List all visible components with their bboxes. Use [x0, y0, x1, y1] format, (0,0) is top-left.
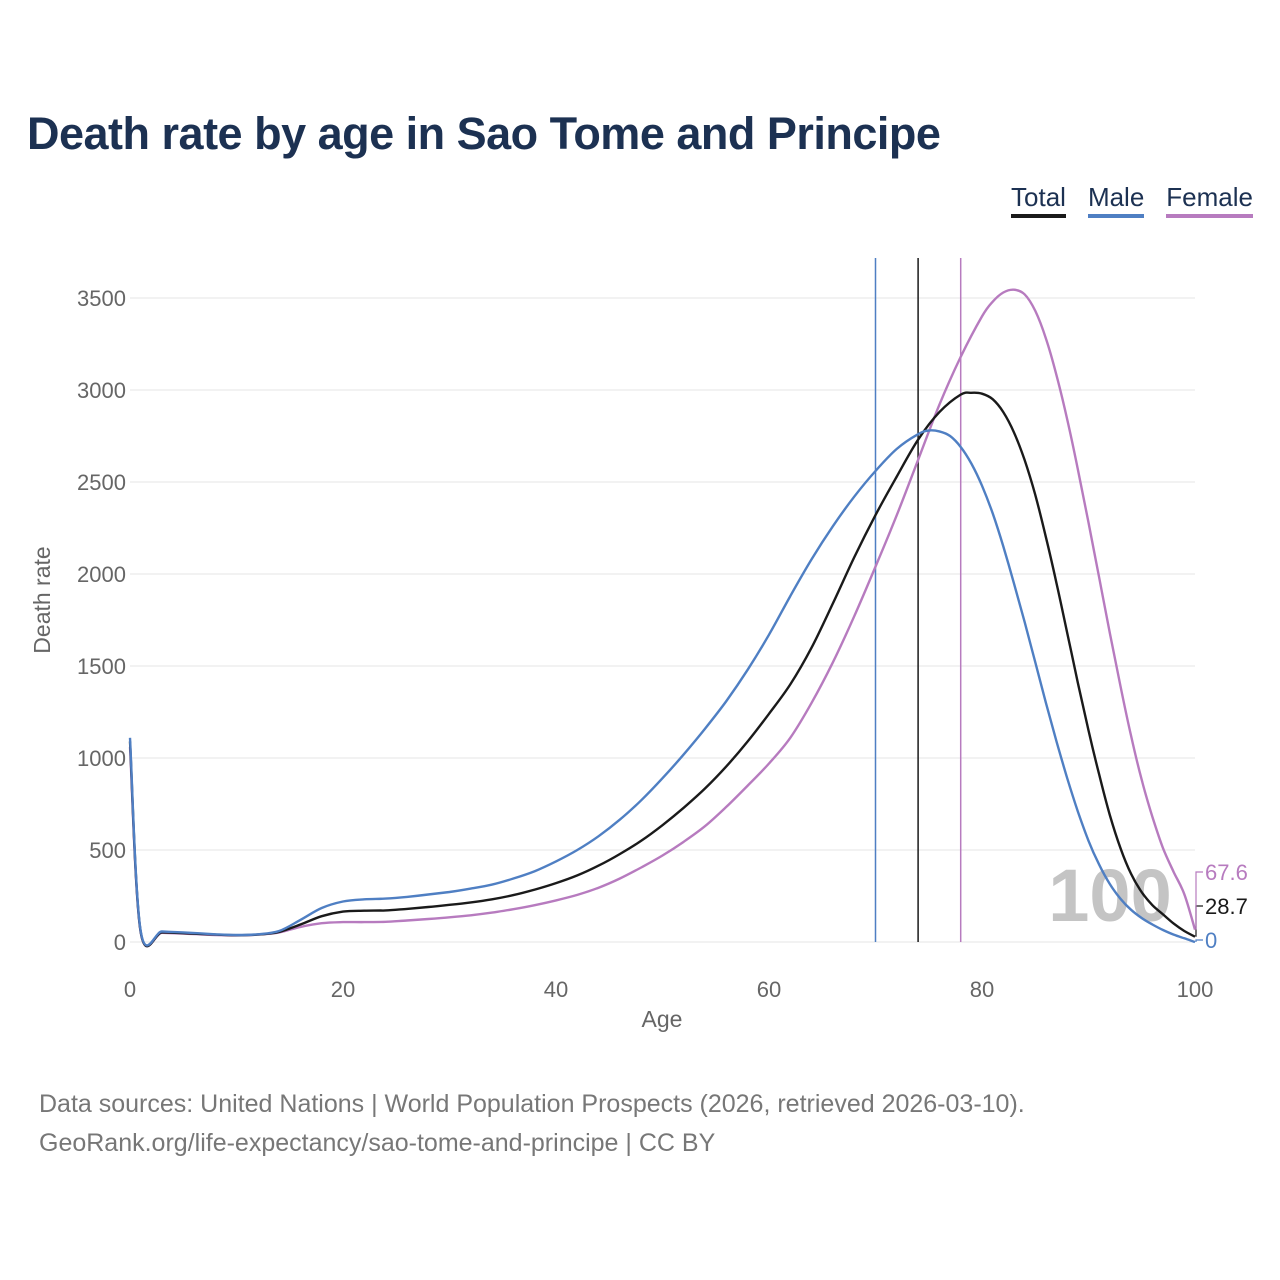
- end-labels: 28.7 0 67.6: [1195, 860, 1248, 953]
- y-tick-label: 2500: [77, 470, 126, 495]
- end-label-male: 0: [1205, 928, 1217, 953]
- legend-item-male[interactable]: Male: [1087, 182, 1145, 218]
- data-source-text: Data sources: United Nations | World Pop…: [39, 1090, 1025, 1118]
- y-axis-ticks: 0 500 1000 1500 2000 2500 3000 3500: [77, 286, 126, 955]
- y-tick-label: 1000: [77, 746, 126, 771]
- end-label-leader-total: [1195, 905, 1203, 937]
- x-axis-title: Age: [642, 1006, 683, 1032]
- y-tick-label: 1500: [77, 654, 126, 679]
- reference-lines: [874, 258, 962, 942]
- end-label-leader-male: [1195, 939, 1203, 942]
- y-tick-label: 500: [89, 838, 126, 863]
- y-tick-label: 0: [114, 930, 126, 955]
- source-link[interactable]: GeoRank.org/life-expectancy/sao-tome-and…: [39, 1129, 716, 1157]
- series-layer: [128, 288, 1197, 948]
- series-line-total: [128, 391, 1196, 948]
- x-tick-label: 40: [544, 977, 568, 1002]
- x-tick-label: 100: [1177, 977, 1214, 1002]
- legend-item-female[interactable]: Female: [1166, 182, 1253, 218]
- series-line-female: [128, 288, 1197, 948]
- y-tick-label: 3000: [77, 378, 126, 403]
- x-axis-ticks: 0 20 40 60 80 100: [124, 977, 1213, 1002]
- series-line-male: [128, 429, 1196, 947]
- legend: Total Male Female: [1011, 182, 1253, 218]
- y-axis-title: Death rate: [29, 546, 55, 653]
- y-tick-label: 2000: [77, 562, 126, 587]
- chart-title: Death rate by age in Sao Tome and Princi…: [27, 108, 941, 159]
- x-tick-label: 60: [757, 977, 781, 1002]
- x-tick-label: 80: [970, 977, 994, 1002]
- x-tick-label: 0: [124, 977, 136, 1002]
- end-label-total: 28.7: [1205, 894, 1248, 919]
- grid-layer: [130, 297, 1195, 943]
- y-tick-label: 3500: [77, 286, 126, 311]
- x-tick-label: 20: [331, 977, 355, 1002]
- legend-item-total[interactable]: Total: [1011, 182, 1066, 218]
- end-label-female: 67.6: [1205, 860, 1248, 885]
- end-label-leader-female: [1195, 871, 1203, 930]
- footer: Data sources: United Nations | World Pop…: [39, 1085, 1025, 1163]
